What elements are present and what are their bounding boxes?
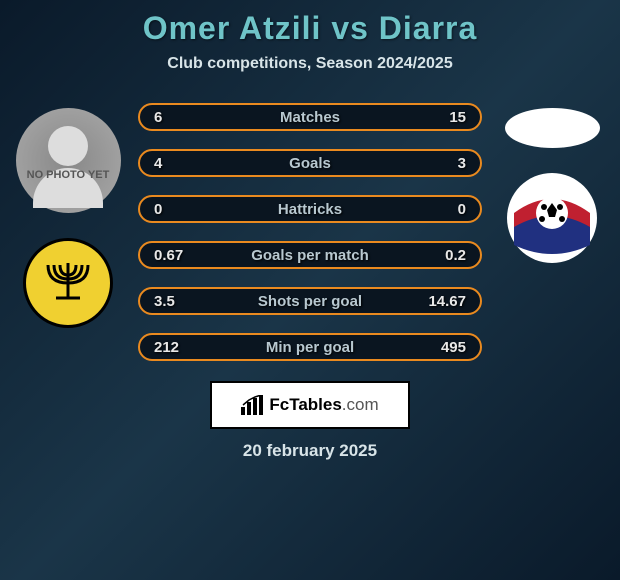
stats-column: 6 Matches 15 4 Goals 3 0 Hattricks 0 0.6… bbox=[138, 103, 482, 361]
stat-bar-goals: 4 Goals 3 bbox=[138, 149, 482, 177]
club-logo-right bbox=[507, 173, 597, 263]
player-badge-right bbox=[505, 108, 600, 148]
stat-right-value: 15 bbox=[449, 109, 466, 126]
comparison-card: Omer Atzili vs Diarra Club competitions,… bbox=[0, 0, 620, 580]
stat-label: Hattricks bbox=[278, 201, 342, 218]
player-photo-left: NO PHOTO YET bbox=[16, 108, 121, 213]
football-club-icon bbox=[509, 175, 595, 261]
page-subtitle: Club competitions, Season 2024/2025 bbox=[8, 55, 612, 73]
no-photo-text: NO PHOTO YET bbox=[27, 169, 110, 181]
stat-right-value: 0.2 bbox=[445, 247, 466, 264]
club-logo-left bbox=[23, 238, 113, 328]
stat-bar-goals-per-match: 0.67 Goals per match 0.2 bbox=[138, 241, 482, 269]
stat-bar-matches: 6 Matches 15 bbox=[138, 103, 482, 131]
stat-label: Goals per match bbox=[251, 247, 369, 264]
stat-left-value: 6 bbox=[154, 109, 162, 126]
stat-left-value: 4 bbox=[154, 155, 162, 172]
bar-chart-icon bbox=[241, 395, 263, 415]
left-player-column: NO PHOTO YET bbox=[8, 103, 128, 328]
stat-bar-min-per-goal: 212 Min per goal 495 bbox=[138, 333, 482, 361]
brand-badge: FcTables.com bbox=[210, 381, 410, 429]
stat-left-value: 3.5 bbox=[154, 293, 175, 310]
brand-name-text: FcTables bbox=[269, 395, 341, 414]
stat-right-value: 14.67 bbox=[428, 293, 466, 310]
page-title: Omer Atzili vs Diarra bbox=[8, 10, 612, 47]
main-row: NO PHOTO YET bbox=[8, 103, 612, 361]
stat-bar-shots-per-goal: 3.5 Shots per goal 14.67 bbox=[138, 287, 482, 315]
stat-right-value: 0 bbox=[458, 201, 466, 218]
menorah-icon bbox=[38, 253, 98, 313]
stat-left-value: 0 bbox=[154, 201, 162, 218]
stat-label: Goals bbox=[289, 155, 331, 172]
date-label: 20 february 2025 bbox=[8, 441, 612, 461]
brand-name: FcTables.com bbox=[269, 395, 378, 415]
stat-left-value: 0.67 bbox=[154, 247, 183, 264]
stat-right-value: 3 bbox=[458, 155, 466, 172]
stat-label: Shots per goal bbox=[258, 293, 362, 310]
stat-label: Matches bbox=[280, 109, 340, 126]
stat-label: Min per goal bbox=[266, 339, 354, 356]
avatar-head bbox=[48, 126, 88, 166]
brand-domain-text: .com bbox=[342, 395, 379, 414]
stat-left-value: 212 bbox=[154, 339, 179, 356]
right-player-column bbox=[492, 103, 612, 263]
stat-bar-hattricks: 0 Hattricks 0 bbox=[138, 195, 482, 223]
stat-right-value: 495 bbox=[441, 339, 466, 356]
